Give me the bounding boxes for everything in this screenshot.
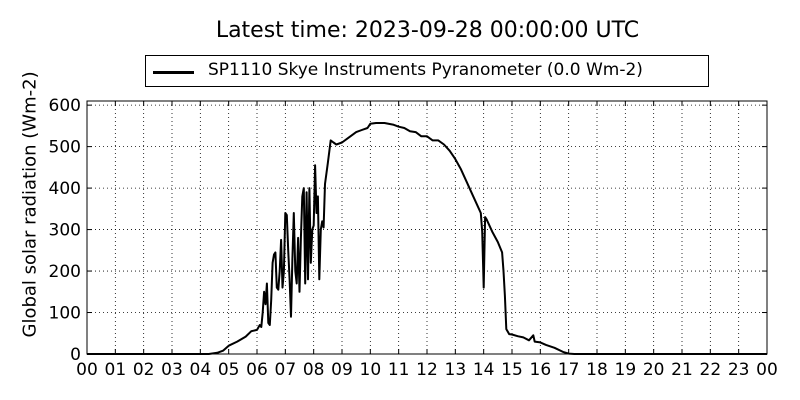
x-tick-label: 00 [756,360,778,380]
x-tick-label: 12 [416,360,438,380]
y-tick-label: 200 [49,262,81,282]
legend-line-swatch [153,71,194,74]
x-tick-label: 08 [303,360,325,380]
x-tick-label: 02 [133,360,155,380]
x-tick-label: 10 [360,360,382,380]
x-tick-label: 14 [473,360,495,380]
x-tick-label: 06 [246,360,268,380]
x-tick-label: 16 [530,360,552,380]
x-tick-label: 15 [501,360,523,380]
x-tick-label: 17 [558,360,580,380]
x-tick-label: 05 [218,360,240,380]
x-tick-label: 09 [331,360,353,380]
x-tick-label: 21 [671,360,693,380]
y-tick-label: 0 [70,345,81,365]
x-tick-label: 19 [615,360,637,380]
x-tick-label: 22 [700,360,722,380]
series-line [87,122,767,355]
x-tick-label: 07 [275,360,297,380]
y-tick-label: 100 [49,304,81,324]
y-tick-label: 300 [49,221,81,241]
chart-title: Latest time: 2023-09-28 00:00:00 UTC [215,18,640,43]
y-tick-label: 600 [49,96,81,116]
x-tick-label: 20 [643,360,665,380]
chart-legend: SP1110 Skye Instruments Pyranometer (0.0… [145,55,709,87]
x-tick-label: 13 [445,360,467,380]
y-tick-label: 500 [49,138,81,158]
y-tick-label: 400 [49,179,81,199]
x-tick-label: 11 [388,360,410,380]
x-tick-label: 18 [586,360,608,380]
plot-frame [86,100,768,355]
x-tick-label: 23 [728,360,750,380]
x-tick-label: 01 [105,360,127,380]
legend-label: SP1110 Skye Instruments Pyranometer (0.0… [208,60,643,80]
x-tick-label: 03 [161,360,183,380]
x-tick-label: 00 [76,360,98,380]
x-tick-label: 04 [190,360,212,380]
